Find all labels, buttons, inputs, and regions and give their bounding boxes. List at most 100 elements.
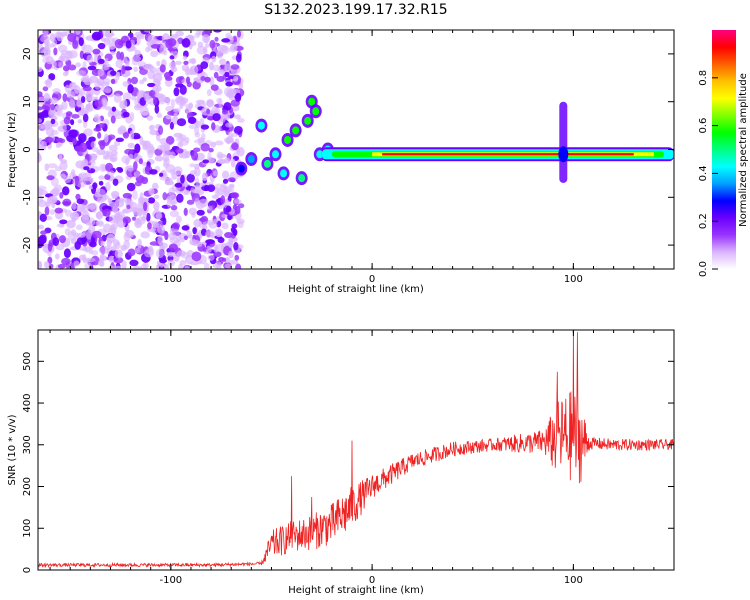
noise-speckle [55, 253, 60, 260]
noise-speckle [183, 207, 188, 217]
noise-speckle [229, 259, 239, 265]
noise-speckle [221, 38, 231, 43]
x-tick-label: 100 [564, 274, 583, 285]
noise-speckle [221, 109, 229, 115]
noise-speckle [113, 113, 123, 120]
noise-speckle [178, 237, 185, 243]
noise-speckle [124, 148, 134, 155]
noise-speckle [44, 136, 54, 144]
noise-speckle [121, 64, 126, 75]
noise-speckle [155, 248, 165, 258]
noise-speckle [227, 239, 234, 248]
noise-speckle [69, 262, 75, 269]
snr-panel: -100 0 100 0 100 200 300 400 500 Height of strai… [7, 329, 675, 596]
noise-speckle [117, 167, 124, 173]
spectrogram-xlabel: Height of straight line (km) [288, 284, 424, 295]
noise-speckle [66, 90, 75, 99]
noise-speckle [214, 186, 219, 197]
noise-speckle [202, 34, 211, 44]
noise-speckle [157, 235, 164, 245]
noise-speckle [91, 249, 99, 256]
colorbar-tick-label: 0.6 [698, 118, 709, 134]
noise-speckle [127, 84, 134, 94]
noise-speckle [224, 257, 231, 264]
noise-speckle [59, 192, 64, 199]
noise-speckle [157, 225, 165, 234]
noise-speckle [122, 208, 129, 214]
noise-speckle [38, 112, 48, 118]
noise-speckle [92, 48, 101, 55]
noise-speckle [105, 181, 111, 192]
noise-speckle [229, 185, 235, 193]
noise-speckle [64, 228, 71, 236]
noise-speckle [82, 85, 92, 92]
noise-speckle [225, 205, 232, 213]
noise-speckle [133, 152, 140, 162]
onset-blob-core [257, 121, 265, 130]
noise-speckle [40, 230, 48, 235]
noise-speckle [141, 263, 148, 269]
noise-speckle [216, 97, 222, 104]
noise-speckle [195, 120, 201, 129]
noise-speckle [107, 198, 113, 204]
noise-speckle [90, 141, 97, 149]
noise-speckle [138, 90, 147, 97]
noise-speckle [99, 253, 105, 263]
noise-speckle [146, 212, 151, 222]
noise-speckle [140, 231, 150, 239]
noise-speckle [113, 140, 121, 147]
noise-speckle [233, 75, 239, 82]
noise-speckle [96, 197, 105, 203]
noise-speckle [206, 89, 212, 97]
noise-speckle [149, 129, 159, 136]
colorbar: 0.0 0.2 0.4 0.6 0.8 Normalized spectral ampl… [698, 30, 749, 277]
noise-speckle [95, 211, 104, 220]
noise-speckle [58, 153, 63, 162]
x-tick-label: -100 [159, 575, 182, 586]
noise-speckle [132, 265, 143, 269]
noise-speckle [80, 95, 86, 104]
snr-xlabel: Height of straight line (km) [288, 585, 424, 596]
noise-speckle [52, 237, 60, 247]
noise-speckle [167, 38, 177, 47]
noise-speckle [63, 248, 71, 259]
noise-speckle [230, 158, 236, 168]
y-tick-label: 300 [22, 435, 33, 454]
noise-speckle [132, 189, 138, 200]
onset-blob-core [271, 150, 279, 159]
noise-speckle [144, 63, 153, 70]
noise-speckle [171, 222, 181, 230]
noise-speckle [134, 181, 142, 187]
noise-speckle [192, 227, 197, 235]
noise-speckle [153, 201, 160, 211]
noise-speckle [38, 106, 44, 111]
noise-speckle [62, 71, 69, 77]
noise-speckle [173, 108, 181, 113]
noise-speckle [214, 36, 219, 42]
noise-speckle [219, 58, 227, 66]
burst-marker [559, 101, 568, 183]
noise-speckle [182, 55, 187, 61]
noise-speckle [235, 53, 242, 63]
noise-speckle [76, 198, 85, 205]
noise-speckle [147, 70, 156, 80]
noise-speckle [159, 137, 168, 145]
colorbar-tick-label: 0.2 [698, 213, 709, 229]
colorbar-tick-label: 0.4 [698, 165, 709, 181]
noise-speckle [59, 219, 68, 225]
noise-speckle [169, 210, 180, 218]
noise-speckle [167, 110, 176, 116]
noise-speckle [49, 33, 56, 42]
noise-speckle [88, 249, 94, 255]
noise-speckle [70, 119, 75, 126]
noise-speckle [173, 112, 178, 119]
noise-speckle [206, 108, 211, 115]
onset-blob-core [280, 169, 288, 178]
noise-speckle [158, 172, 164, 177]
noise-speckle [185, 76, 191, 84]
noise-speckle [87, 65, 97, 71]
noise-speckle [205, 248, 212, 253]
noise-speckle [43, 92, 51, 101]
noise-speckle [211, 55, 217, 63]
noise-speckle [72, 137, 78, 145]
